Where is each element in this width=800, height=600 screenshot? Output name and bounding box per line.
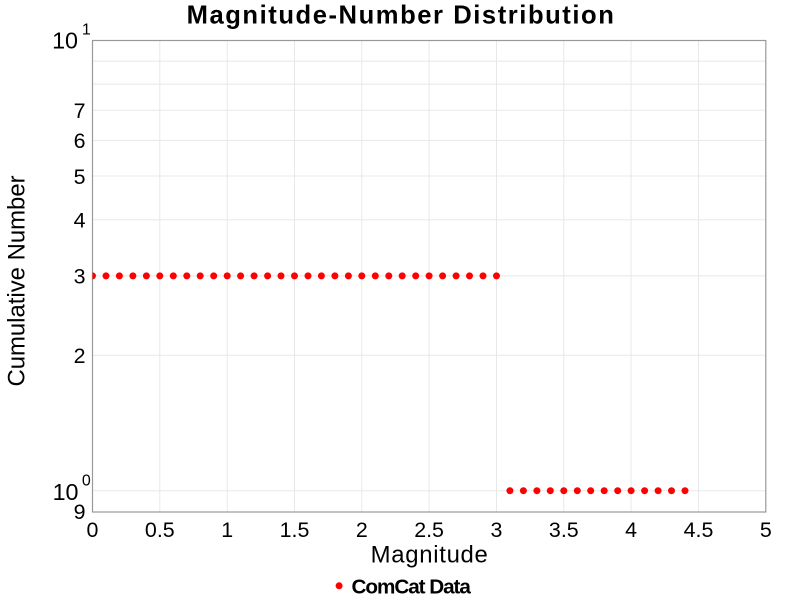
svg-text:7: 7 xyxy=(74,99,86,123)
svg-text:0.5: 0.5 xyxy=(145,518,175,542)
svg-text:Cumulative Number: Cumulative Number xyxy=(4,175,31,386)
svg-text:3.5: 3.5 xyxy=(549,518,579,542)
svg-text:Magnitude: Magnitude xyxy=(371,542,489,569)
svg-text:4: 4 xyxy=(74,209,86,233)
svg-text:2.5: 2.5 xyxy=(414,518,444,542)
svg-text:9: 9 xyxy=(74,500,86,524)
svg-text:3: 3 xyxy=(74,265,86,289)
svg-text:2: 2 xyxy=(356,518,368,542)
svg-text:ComCat Data: ComCat Data xyxy=(352,575,472,598)
svg-text:4: 4 xyxy=(625,518,637,542)
svg-text:0: 0 xyxy=(87,518,99,542)
svg-text:5: 5 xyxy=(760,518,772,542)
svg-text:0: 0 xyxy=(82,473,91,490)
svg-text:4.5: 4.5 xyxy=(684,518,714,542)
svg-text:6: 6 xyxy=(74,129,86,153)
svg-text:1: 1 xyxy=(82,22,91,39)
svg-text:10: 10 xyxy=(52,28,78,54)
svg-text:5: 5 xyxy=(74,165,86,189)
svg-text:10: 10 xyxy=(53,479,79,505)
svg-text:1.5: 1.5 xyxy=(280,518,310,542)
svg-text:Magnitude-Number Distribution: Magnitude-Number Distribution xyxy=(187,1,616,29)
svg-text:1: 1 xyxy=(221,518,233,542)
svg-text:3: 3 xyxy=(491,518,503,542)
svg-text:2: 2 xyxy=(74,344,86,368)
